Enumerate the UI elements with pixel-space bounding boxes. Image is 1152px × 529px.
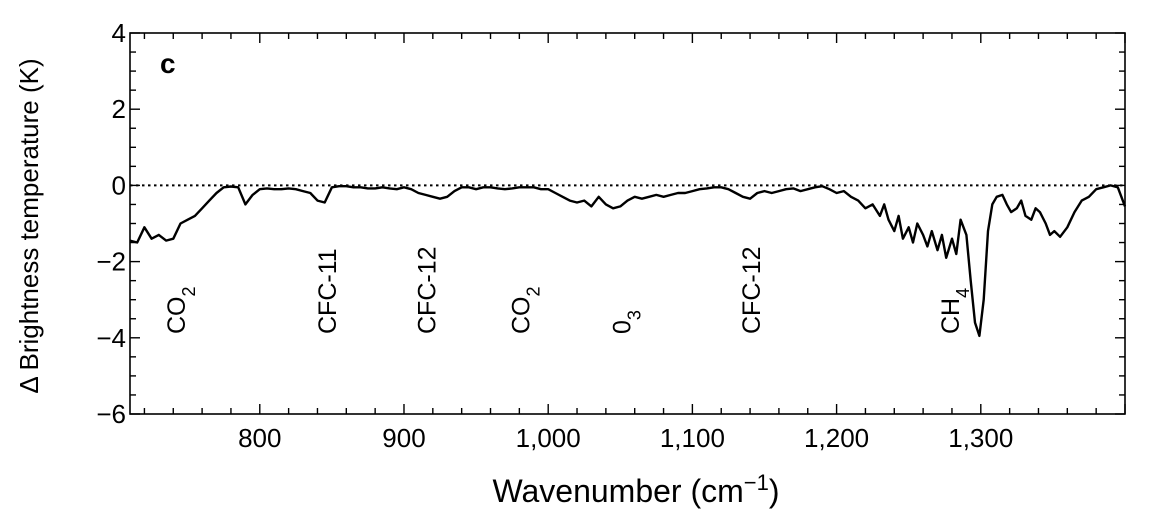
gas-annotation-base: CFC-11 xyxy=(314,248,342,334)
gas-annotation-base: CFC-12 xyxy=(414,246,442,334)
gas-annotation-sub: 3 xyxy=(624,310,644,320)
gas-annotation: CFC-12 xyxy=(414,246,442,334)
gas-annotation: CO2 xyxy=(507,286,543,334)
gas-annotation: CFC-11 xyxy=(314,248,342,334)
gas-annotation: CH4 xyxy=(937,288,973,334)
y-tick-label: 2 xyxy=(112,94,126,124)
gas-annotation-base: CFC-12 xyxy=(738,246,766,334)
gas-annotation-base: CO xyxy=(163,297,191,335)
y-axis-title: Δ Brightness temperature (K) xyxy=(14,58,44,393)
y-tick-label: 0 xyxy=(112,170,126,200)
x-tick-label: 800 xyxy=(238,423,281,453)
panel-label: c xyxy=(160,48,176,79)
y-tick-label: −2 xyxy=(96,247,126,277)
gas-annotation-base: CO xyxy=(507,297,535,335)
y-tick-label: 4 xyxy=(112,18,126,48)
gas-annotation-sub: 4 xyxy=(953,288,973,298)
x-tick-label: 1,200 xyxy=(804,423,869,453)
gas-annotation: 03 xyxy=(608,310,644,334)
series-line xyxy=(129,184,1127,338)
gas-annotation: CO2 xyxy=(163,286,199,334)
y-tick-label: −4 xyxy=(96,323,126,353)
x-axis-title-sup: −1 xyxy=(744,470,769,495)
x-tick-label: 1,100 xyxy=(660,423,725,453)
gas-annotation-base: 0 xyxy=(608,320,636,334)
plot-frame xyxy=(129,32,1126,415)
gas-annotation: CFC-12 xyxy=(738,246,766,334)
y-tick-label: −6 xyxy=(96,399,126,429)
x-tick-label: 1,000 xyxy=(516,423,581,453)
gas-annotation-sub: 2 xyxy=(179,286,199,296)
gas-annotation-sub: 2 xyxy=(523,286,543,296)
x-axis-title-main: Wavenumber (cm xyxy=(492,473,743,509)
x-tick-label: 900 xyxy=(382,423,425,453)
x-axis-title-close: ) xyxy=(769,473,780,509)
gas-annotation-base: CH xyxy=(937,298,965,334)
x-tick-label: 1,300 xyxy=(948,423,1013,453)
x-axis-title: Wavenumber (cm−1) xyxy=(492,470,779,510)
